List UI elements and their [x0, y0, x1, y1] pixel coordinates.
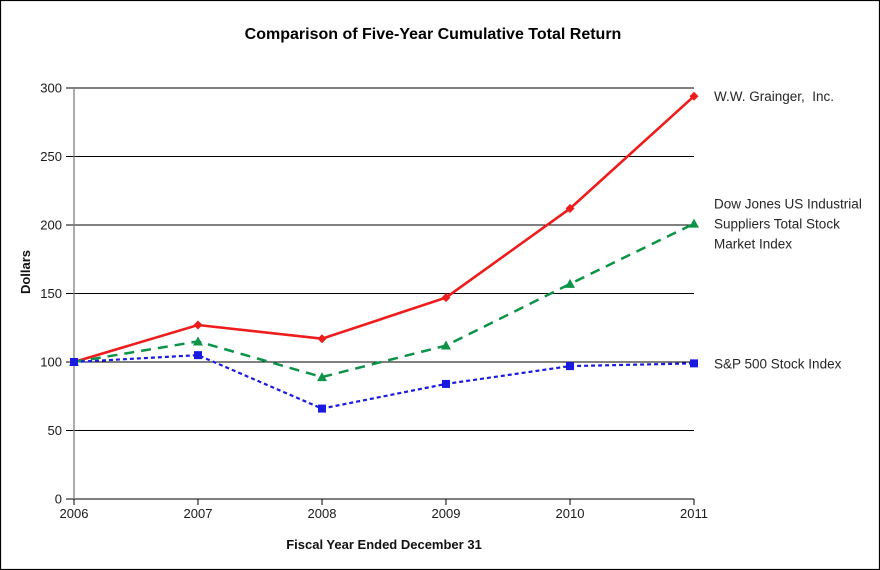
marker-diamond	[689, 91, 699, 101]
x-tick-label: 2007	[184, 506, 213, 521]
series-label-1-line-0: Dow Jones US Industrial	[714, 197, 862, 212]
gridlines-layer	[74, 87, 694, 500]
x-tick-label: 2006	[60, 506, 89, 521]
labels-layer: 0 50 100 150 200 250 300 2006 2007 2008 2009 2010 20…	[40, 81, 862, 522]
y-tick-label: 150	[40, 286, 62, 301]
marker-triangle	[441, 340, 451, 350]
series-label-0-line-0: W.W. Grainger, Inc.	[714, 89, 834, 104]
y-axis-title: Dollars	[18, 250, 33, 294]
y-tick-label: 100	[40, 355, 62, 370]
y-tick-label: 250	[40, 149, 62, 164]
marker-square	[70, 358, 78, 366]
marker-diamond	[317, 334, 327, 344]
x-tick-label: 2011	[680, 506, 708, 521]
series-line-2	[73, 354, 695, 410]
marker-square	[566, 362, 574, 371]
series-line-0	[73, 95, 695, 364]
axes-layer	[66, 87, 695, 505]
marker-diamond	[193, 320, 203, 330]
marker-triangle	[317, 372, 327, 382]
marker-square	[194, 351, 202, 360]
y-tick-label: 0	[55, 492, 62, 507]
chart-title: Comparison of Five-Year Cumulative Total…	[245, 26, 622, 43]
marker-square	[318, 404, 326, 413]
marker-triangle	[193, 336, 203, 346]
marker-triangle	[565, 278, 575, 288]
x-tick-label: 2009	[432, 506, 461, 521]
series-layer	[69, 91, 699, 413]
series-label-2-line-0: S&P 500 Stock Index	[714, 356, 842, 371]
marker-square	[442, 379, 450, 388]
series-label-1-line-2: Market Index	[714, 237, 792, 252]
x-axis-title: Fiscal Year Ended December 31	[286, 537, 482, 552]
series-label-1-line-1: Suppliers Total Stock	[714, 217, 840, 232]
marker-triangle	[689, 218, 699, 228]
marker-square	[690, 359, 698, 368]
marker-diamond	[565, 204, 575, 214]
marker-diamond	[441, 293, 451, 303]
y-tick-label: 200	[40, 218, 62, 233]
series-line-1	[73, 222, 695, 379]
y-tick-label: 50	[48, 423, 62, 438]
x-tick-label: 2010	[556, 506, 585, 521]
y-tick-label: 300	[40, 81, 62, 96]
x-tick-label: 2008	[308, 506, 337, 521]
